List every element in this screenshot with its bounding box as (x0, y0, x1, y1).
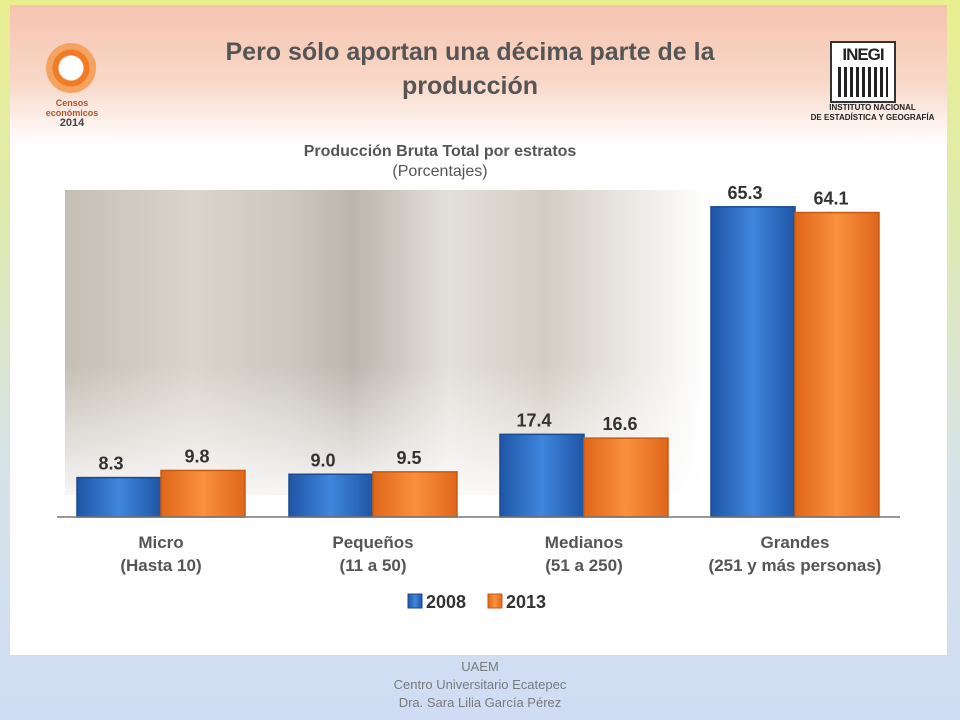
data-label-2013-3: 64.1 (813, 189, 848, 209)
data-label-2008-2: 17.4 (516, 410, 551, 430)
chart-subtitle: (Porcentajes) (392, 163, 488, 180)
data-label-2013-0: 9.8 (184, 446, 209, 466)
category-labels-group: Micro (Hasta 10) Pequeños (11 a 50) Medianos… (120, 533, 881, 575)
header-band (10, 5, 947, 145)
category-label-0-0: Micro (138, 533, 183, 552)
censos-economicos-logo: Censos económicos 2014 (40, 43, 104, 133)
censos-logo-line1: Censos (55, 98, 89, 108)
inegi-logo-caption: INSTITUTO NACIONAL DE ESTADÍSTICA Y GEOG… (800, 103, 945, 123)
category-label-1-0: Pequeños (332, 533, 413, 552)
inegi-caption-line2: DE ESTADÍSTICA Y GEOGRAFÍA (810, 113, 935, 122)
bars-group (76, 206, 880, 518)
inegi-barcode-icon (838, 67, 888, 97)
inegi-logo-word: INEGI (842, 45, 884, 64)
footer: UAEM Centro Universitario Ecatepec Dra. … (300, 658, 660, 712)
category-label-2-1: (51 a 250) (545, 556, 623, 575)
slide: Censos económicos 2014 Pero sólo aportan… (10, 5, 947, 655)
bar-2013-2 (583, 437, 669, 518)
inegi-caption-line1: INSTITUTO NACIONAL (829, 103, 916, 112)
category-label-2-0: Medianos (545, 533, 623, 552)
bar-labels-group: 8.3 9.8 9.0 9.5 17.4 16.6 65.3 64.1 (98, 183, 848, 474)
footer-line2: Centro Universitario Ecatepec (393, 677, 567, 692)
bar-chart: 8.3 9.8 9.0 9.5 17.4 16.6 65.3 64.1 Micro (Hasta… (57, 183, 900, 612)
footer-line1: UAEM (461, 659, 499, 674)
inegi-logo: INEGI INSTITUTO NACIONAL DE ESTADÍSTICA … (800, 41, 945, 136)
data-label-2008-0: 8.3 (98, 454, 123, 474)
category-label-1-1: (11 a 50) (339, 556, 406, 575)
slide-title-line1: Pero sólo aportan una décima parte de la (225, 38, 715, 66)
bar-2013-1 (372, 471, 458, 518)
data-label-2008-3: 65.3 (727, 183, 762, 203)
censos-logo-icon (46, 43, 96, 93)
censos-logo-year: 2014 (59, 117, 85, 129)
bar-2008-0 (76, 476, 162, 518)
bar-2013-0 (160, 469, 246, 518)
footer-line3: Dra. Sara Lilia García Pérez (398, 695, 562, 710)
legend-swatch-2013 (487, 593, 503, 609)
data-label-2008-1: 9.0 (310, 450, 335, 470)
inegi-logo-mark: INEGI (830, 41, 896, 103)
data-label-2013-2: 16.6 (602, 414, 637, 434)
bar-2008-1 (288, 473, 374, 518)
slide-title: Pero sólo aportan una décima parte de la… (190, 35, 750, 103)
slide-title-line2: producción (401, 72, 539, 100)
legend-label-2013: 2013 (506, 592, 546, 612)
bar-2013-3 (794, 211, 880, 518)
chart-title: Producción Bruta Total por estratos (303, 143, 577, 160)
category-label-0-1: (Hasta 10) (120, 556, 201, 575)
bar-2008-3 (710, 206, 796, 518)
legend-label-2008: 2008 (426, 592, 466, 612)
legend-swatch-2008 (407, 593, 423, 609)
category-label-3-1: (251 y más personas) (709, 556, 882, 575)
bar-2008-2 (499, 433, 585, 518)
censos-logo-text: Censos económicos 2014 (40, 98, 104, 129)
legend: 2008 2013 (407, 592, 546, 612)
data-label-2013-1: 9.5 (396, 448, 421, 468)
category-label-3-0: Grandes (761, 533, 830, 552)
censos-logo-line2: económicos (45, 108, 99, 118)
